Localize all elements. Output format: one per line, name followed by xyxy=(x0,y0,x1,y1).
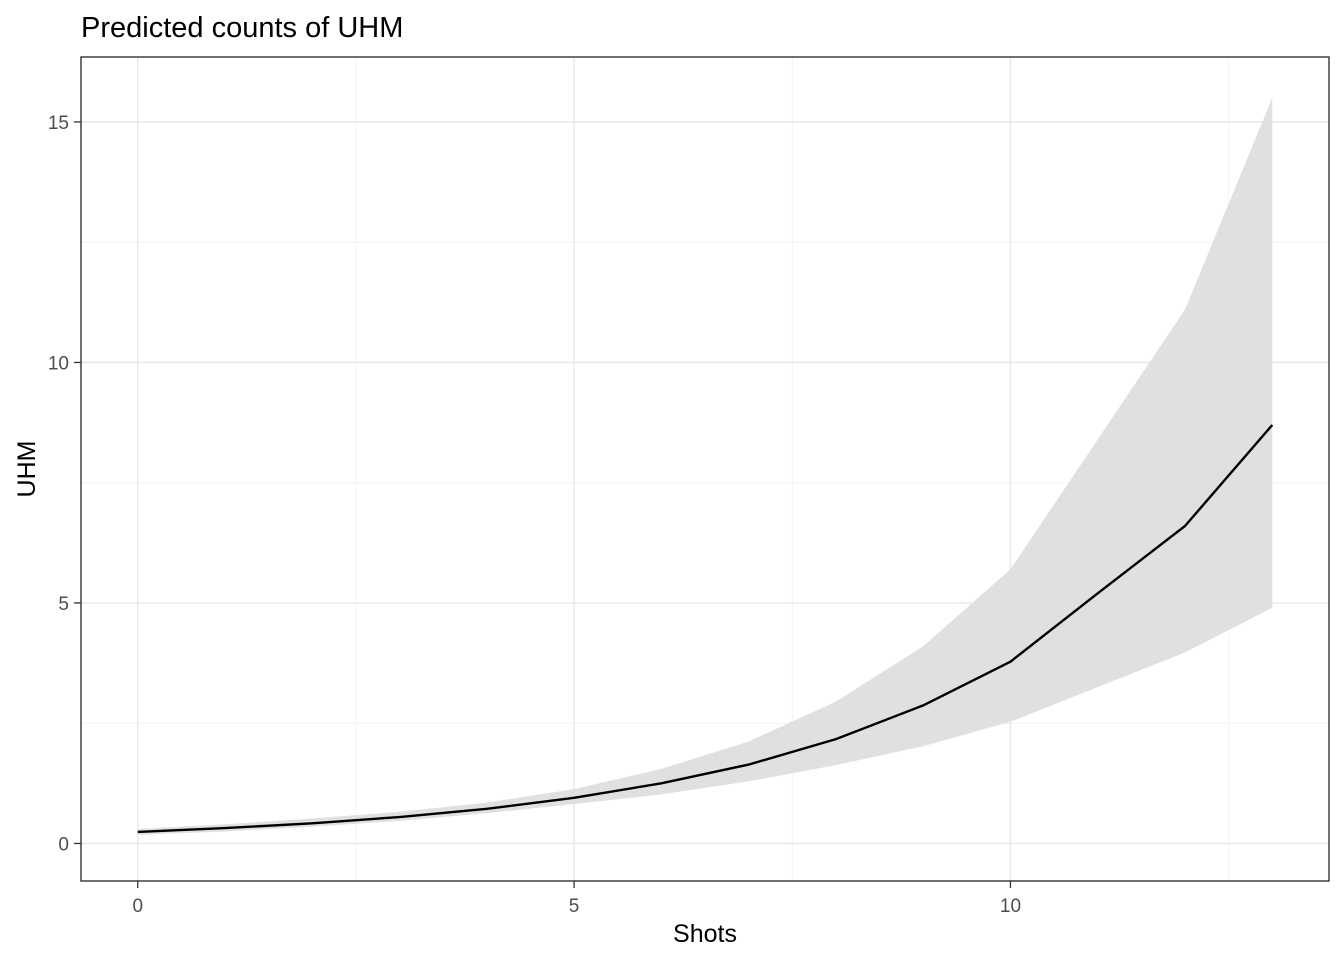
y-axis-label: UHM xyxy=(13,441,41,498)
confidence-band-0 xyxy=(137,97,1273,835)
x-axis-label: Shots xyxy=(673,920,737,948)
x-tick-label-1: 5 xyxy=(569,896,580,917)
series-lines xyxy=(137,424,1274,834)
y-axis-ticks: 0 5 10 15 xyxy=(48,113,81,855)
chart-title: Predicted counts of UHM xyxy=(81,12,403,44)
y-tick-label-3: 15 xyxy=(48,113,69,134)
x-axis-ticks: 0 5 10 xyxy=(132,881,1021,917)
y-tick-label-2: 10 xyxy=(48,353,69,374)
y-tick-label-0: 0 xyxy=(58,834,69,855)
confidence-bands xyxy=(137,97,1273,835)
x-tick-label-0: 0 xyxy=(132,896,143,917)
y-tick-label-1: 5 xyxy=(58,594,69,615)
prediction-line-0 xyxy=(137,424,1274,834)
plot-border xyxy=(80,56,1330,882)
x-tick-label-2: 10 xyxy=(1000,896,1021,917)
